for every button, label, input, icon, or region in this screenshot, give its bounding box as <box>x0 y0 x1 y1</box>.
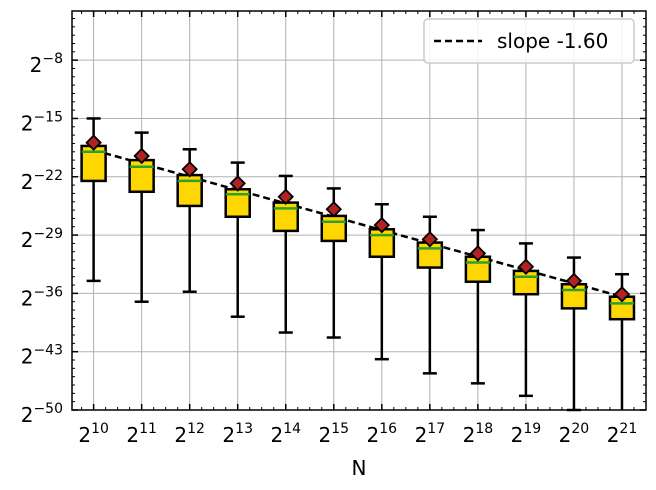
y-tick-label: 2−43 <box>21 343 63 369</box>
box-11 <box>128 131 155 303</box>
mean-marker <box>277 188 295 206</box>
x-tick-label: 210 <box>78 421 109 447</box>
x-axis-title: N <box>352 456 367 480</box>
x-tick-label: 214 <box>270 421 301 447</box>
x-tick-label: 218 <box>463 421 494 447</box>
mean-marker <box>133 147 150 165</box>
mean-marker <box>613 285 631 303</box>
x-tick-label: 213 <box>222 421 253 447</box>
box-body <box>368 227 396 258</box>
box-14 <box>272 174 299 334</box>
box-18 <box>464 228 492 385</box>
mean-marker <box>181 160 198 178</box>
x-tick-label: 216 <box>367 421 398 447</box>
mean-marker <box>373 216 391 234</box>
mean-marker <box>325 200 343 218</box>
y-tick-label: 2−29 <box>21 226 63 252</box>
box-19 <box>512 242 540 398</box>
box-13 <box>224 161 251 318</box>
legend-label: slope -1.60 <box>497 29 608 53</box>
box-body <box>272 201 299 233</box>
box-15 <box>320 187 348 339</box>
x-tick-label: 220 <box>559 421 590 447</box>
box-17 <box>416 215 444 375</box>
box-21 <box>608 272 636 410</box>
x-tick-labels: 210 211 212 213 214 215 216 217 218 219 220 221 <box>78 421 637 447</box>
x-tick-label: 211 <box>126 421 157 447</box>
legend-box <box>423 18 635 64</box>
mean-marker <box>565 272 583 290</box>
legend: slope -1.60 <box>423 18 635 64</box>
box-body <box>320 214 348 243</box>
x-tick-label: 217 <box>415 421 446 447</box>
mean-marker <box>469 245 487 262</box>
x-tick-label: 221 <box>607 421 638 447</box>
y-tick-labels: 2−8 2−15 2−22 2−29 2−36 2−43 2−50 <box>21 51 63 427</box>
box-16 <box>368 203 396 361</box>
x-tick-label: 215 <box>319 421 350 447</box>
y-tick-label: 2−36 <box>21 284 63 310</box>
mean-marker <box>517 258 535 275</box>
box-12 <box>176 148 203 293</box>
mean-marker <box>229 175 246 192</box>
y-tick-label: 2−8 <box>30 51 63 77</box>
boxes <box>80 117 636 412</box>
x-tick-label: 212 <box>174 421 205 447</box>
x-tick-label: 219 <box>511 421 542 447</box>
y-tick-label: 2−15 <box>21 109 63 135</box>
mean-marker <box>85 134 102 151</box>
box-10 <box>80 117 107 283</box>
y-tick-label: 2−50 <box>21 401 63 427</box>
ticks <box>72 11 647 411</box>
mean-marker <box>421 230 439 248</box>
box-body <box>128 158 155 194</box>
y-tick-label: 2−22 <box>21 168 63 194</box>
